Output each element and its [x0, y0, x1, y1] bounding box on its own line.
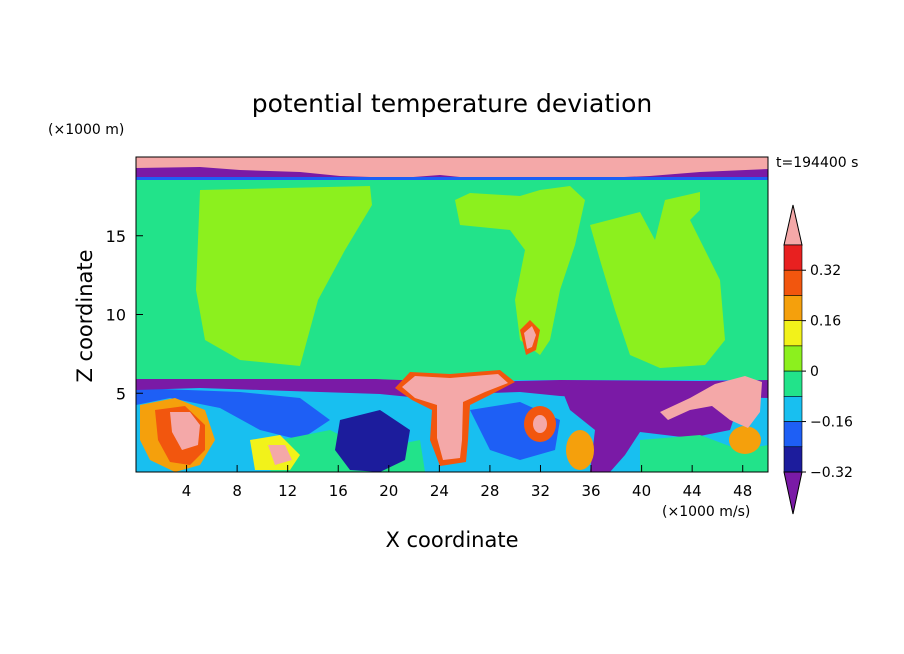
plot-area [136, 157, 768, 472]
colorbar-extend-min [783, 471, 803, 515]
colorbar-tick-label: −0.32 [810, 465, 853, 481]
lime-patch-3 [590, 192, 725, 368]
x-tick-label: 12 [278, 482, 297, 500]
plume-pink-main-inner [402, 374, 508, 460]
x-tick-label: 24 [430, 482, 449, 500]
colorbar-swatch [783, 295, 803, 321]
lower-blue-1 [136, 388, 330, 440]
lime-patch-1 [196, 186, 372, 366]
warm-cell-2-pink [268, 445, 292, 465]
colorbar-swatch [783, 244, 803, 271]
x-axis-label: X coordinate [385, 528, 518, 552]
colorbar: 0.32 0.16 0 −0.16 −0.32 [783, 204, 853, 515]
x-tick-label: 48 [733, 482, 752, 500]
colorbar-swatch [783, 345, 803, 372]
x-tick-label: 44 [683, 482, 702, 500]
x-tick-label: 20 [379, 482, 398, 500]
top-pink-band [136, 157, 768, 180]
colorbar-tick-label: 0.16 [810, 314, 841, 330]
lower-green-2 [640, 435, 768, 472]
colorbar-tick-label: −0.16 [810, 415, 853, 431]
colorbar-tick-label: 0.32 [810, 263, 841, 279]
lime-patch-2 [455, 186, 585, 355]
y-axis-label: Z coordinate [73, 249, 97, 382]
colorbar-tick-label: 0 [810, 364, 819, 380]
x-tick-label: 28 [480, 482, 499, 500]
time-label: t=194400 s [776, 155, 858, 171]
lower-blue-2 [335, 410, 410, 472]
colorbar-swatch [783, 269, 803, 296]
colorbar-swatch [783, 421, 803, 448]
y-tick-label: 10 [106, 306, 126, 325]
warm-cell-4 [566, 430, 594, 470]
x-unit-label: (×1000 m/s) [662, 504, 750, 520]
colorbar-swatch [783, 370, 803, 397]
colorbar-extend-max [783, 204, 803, 246]
y-tick-label: 15 [106, 227, 126, 246]
x-tick-label: 8 [232, 482, 242, 500]
chart-title: potential temperature deviation [252, 89, 652, 118]
x-axis-ticks: 4 8 12 16 20 24 28 32 36 40 44 48 [182, 465, 752, 500]
colorbar-swatch [783, 446, 803, 473]
colorbar-swatch [783, 396, 803, 422]
x-tick-label: 4 [182, 482, 192, 500]
x-tick-label: 40 [632, 482, 651, 500]
y-tick-label: 5 [116, 384, 126, 403]
warm-cell-left-pink [170, 412, 200, 450]
warm-cell-5 [729, 426, 761, 454]
x-tick-label: 36 [581, 482, 600, 500]
x-tick-label: 16 [329, 482, 348, 500]
colorbar-swatch [783, 320, 803, 347]
plume-pink-right [660, 376, 762, 428]
y-axis-ticks: 5 10 15 [106, 227, 143, 403]
y-unit-label: (×1000 m) [48, 122, 124, 138]
x-tick-label: 32 [531, 482, 550, 500]
